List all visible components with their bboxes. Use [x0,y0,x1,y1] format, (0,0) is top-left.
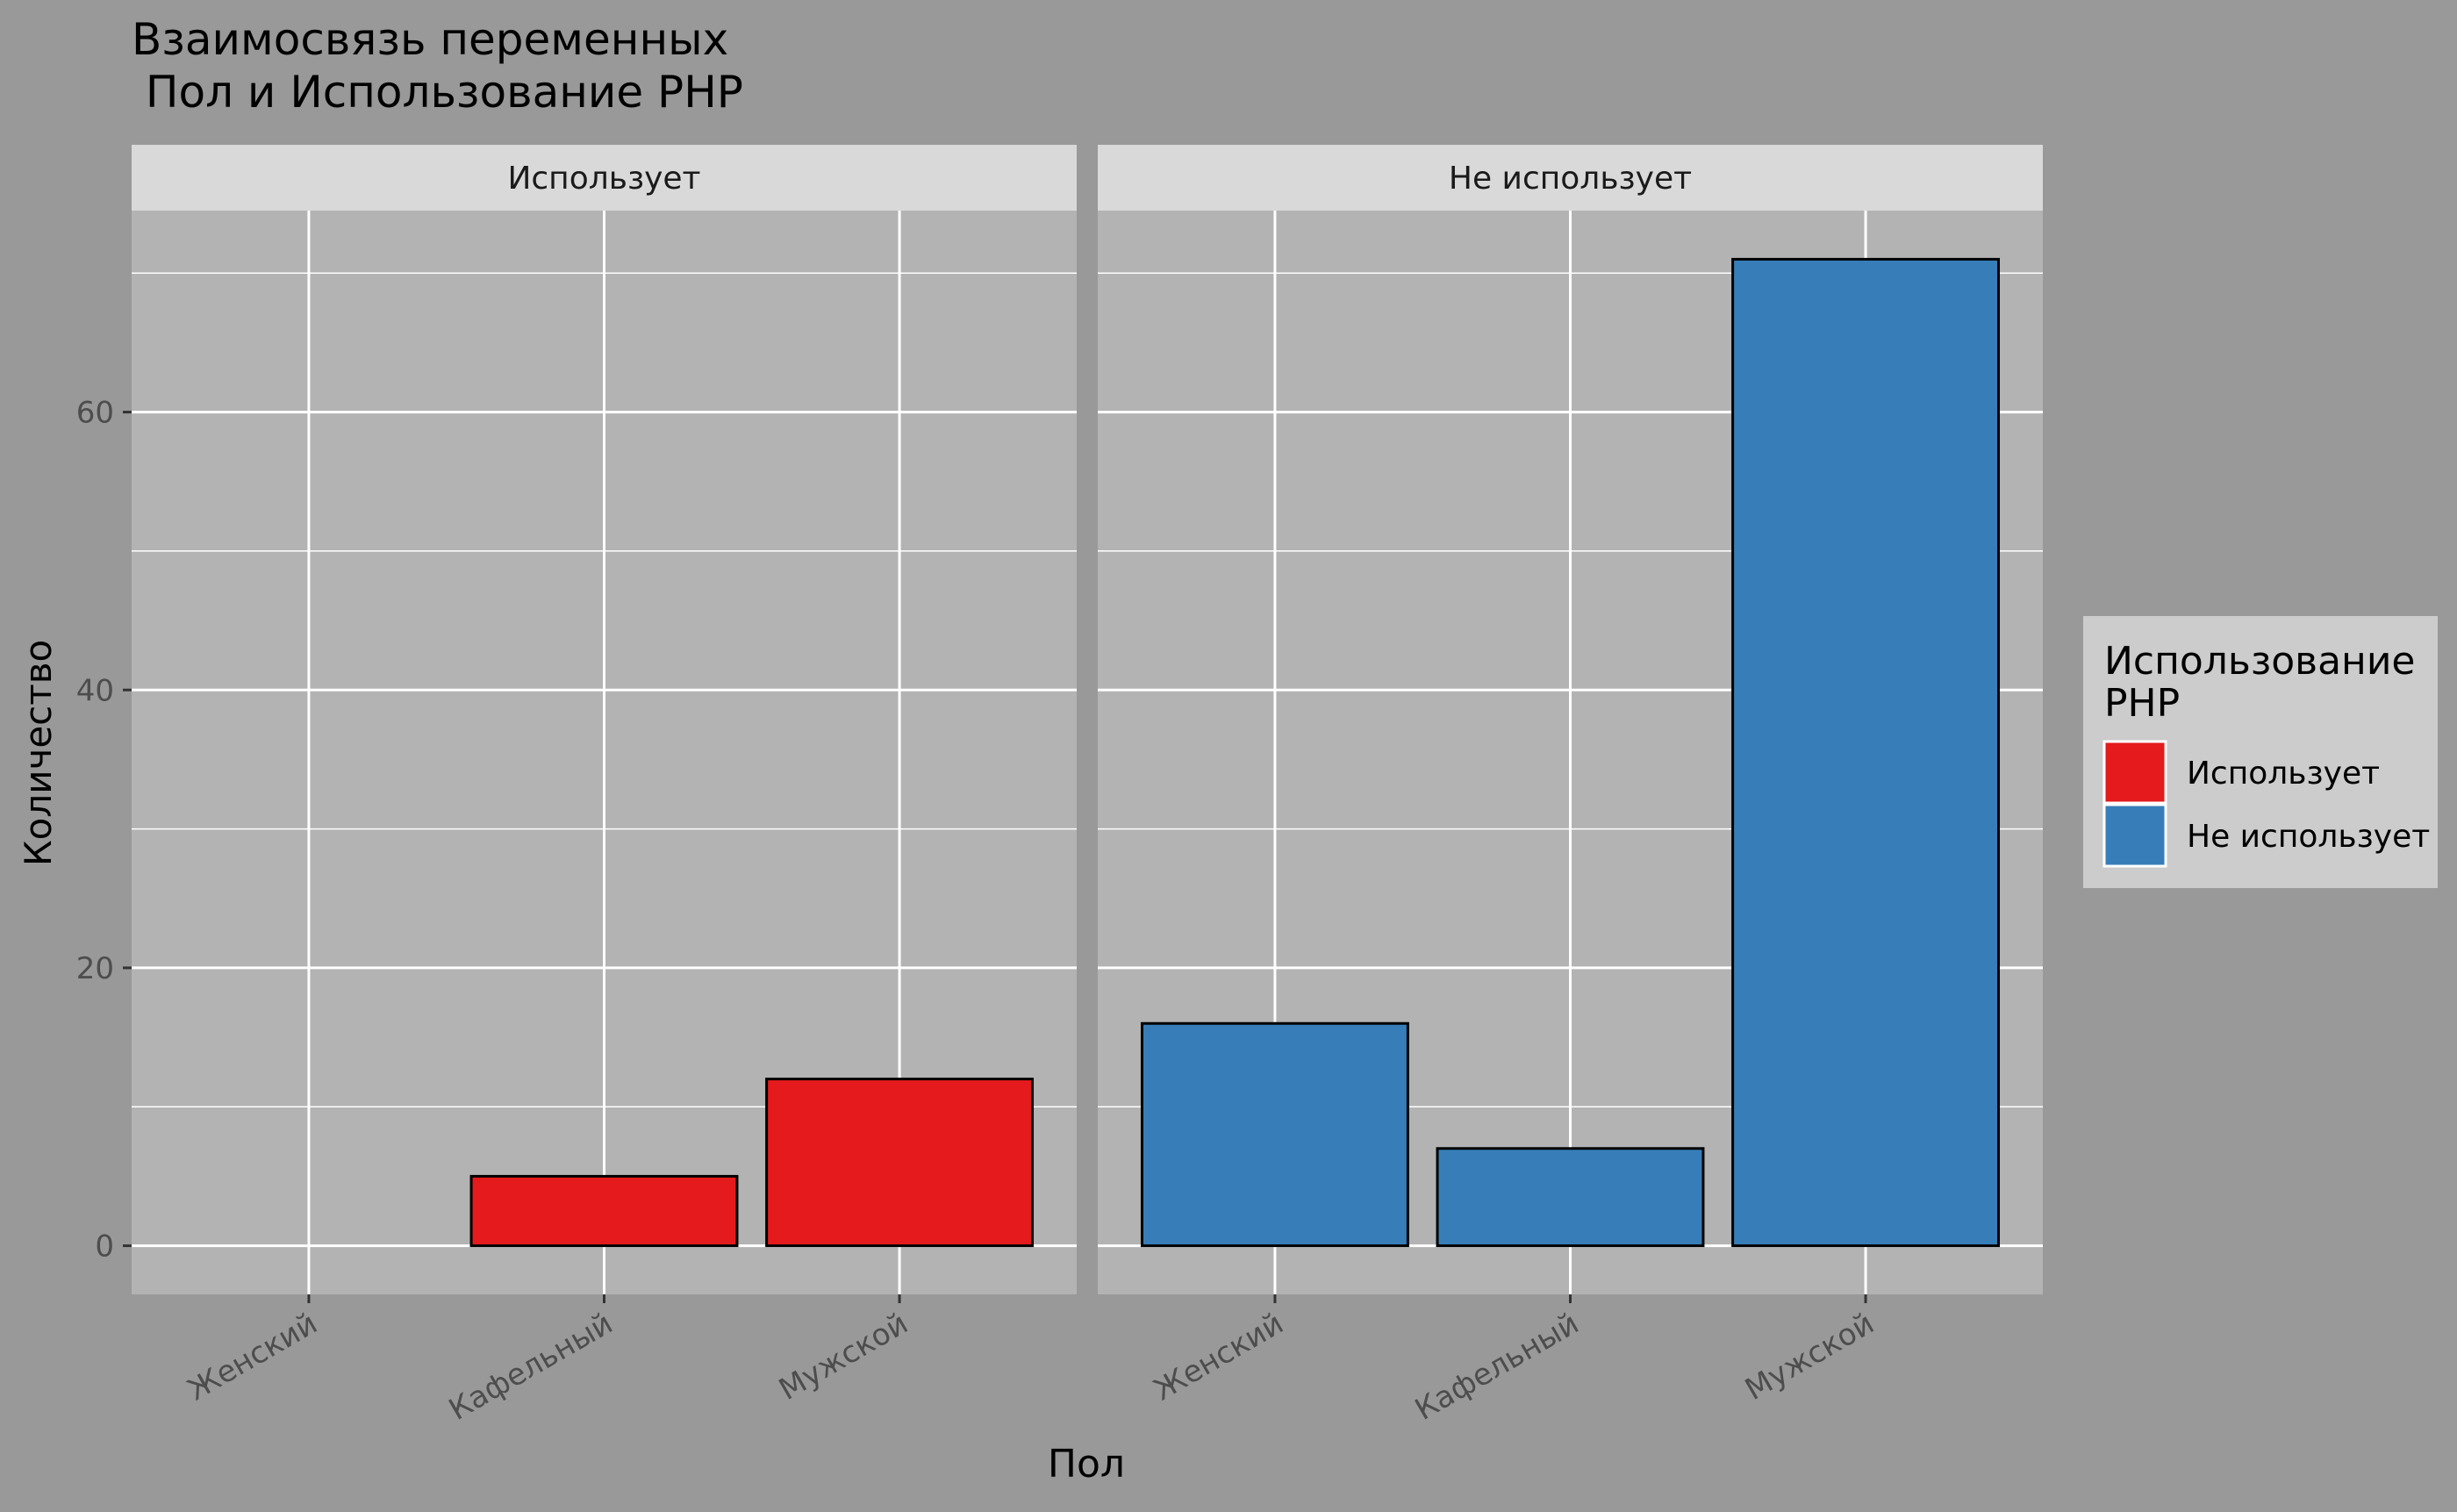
facet-strip-label: Не использует [1449,161,1692,197]
legend-title: Использование PHP [2104,639,2416,726]
y-tick-label: 40 [76,673,114,708]
legend-title-line: Использование [2104,639,2416,684]
legend-item-label: Не использует [2187,819,2430,855]
bar [765,1078,1035,1248]
chart-title-line: Пол и Использование PHP [132,67,743,118]
y-tick-label: 20 [76,951,114,986]
bar [469,1174,739,1248]
legend-title-line: PHP [2104,681,2180,726]
legend-key [2102,740,2167,805]
chart-title: Взаимосвязь переменных Пол и Использован… [132,14,743,118]
x-axis-label: Пол [1048,1442,1125,1487]
facet-strip-label: Использует [507,161,700,197]
facet-strip [1098,145,2043,211]
bar [1436,1147,1705,1248]
y-tick-label: 0 [95,1229,114,1265]
legend-key [2102,803,2167,868]
y-tick-label: 60 [76,396,114,431]
bar [1140,1021,1409,1248]
legend-item-label: Использует [2187,756,2380,792]
chart-title-line: Взаимосвязь переменных [132,14,728,65]
bar [1731,257,2001,1248]
y-axis-label: Количество [17,640,60,866]
facet-strip [132,145,1077,211]
